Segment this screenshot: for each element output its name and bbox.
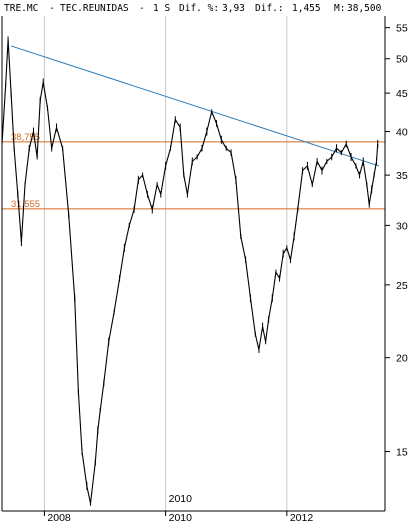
- y-tick-label: 15: [396, 447, 408, 459]
- y-tick-label: 25: [396, 280, 408, 292]
- trendline-layer: [10, 45, 380, 167]
- header-name: TEC.REUNIDAS: [60, 3, 129, 14]
- chart-header: TRE.MC - TEC.REUNIDAS - 1 S Dif. %: 3,93…: [4, 3, 382, 14]
- horizontal-levels: 38,755 31,555: [2, 132, 385, 210]
- price-series: [1, 36, 379, 506]
- y-tick-label: 35: [396, 170, 408, 182]
- y-tick-label: 40: [396, 127, 408, 139]
- header-separator: -: [139, 3, 145, 14]
- y-tick-label: 50: [396, 54, 408, 66]
- header-dif-value: 1,455: [292, 3, 321, 14]
- header-m-value: 38,500: [347, 3, 382, 14]
- level-label: 31,555: [11, 199, 40, 210]
- header-dif-pct-label: Dif. %:: [179, 3, 219, 14]
- price-line: [1, 39, 379, 504]
- y-tick-label: 30: [396, 220, 408, 232]
- x-tick-label: 2008: [47, 512, 71, 524]
- header-m-label: M:: [334, 3, 345, 14]
- trendline: [10, 45, 380, 167]
- y-axis: 15 20 25 30 35 40 45 50 55: [385, 23, 408, 459]
- y-tick-label: 45: [396, 88, 408, 100]
- header-period: 1 S: [153, 3, 170, 14]
- header-ticker: TRE.MC: [4, 3, 38, 14]
- level-label: 38,755: [11, 132, 40, 143]
- x-tick-label: 2012: [290, 512, 314, 524]
- y-tick-label: 20: [396, 353, 408, 365]
- header-dif-label: Dif.:: [255, 3, 284, 14]
- header-separator: -: [49, 3, 55, 14]
- x-tick-label: 2010: [169, 512, 193, 524]
- header-dif-pct-value: 3,93: [222, 3, 245, 14]
- grid: [43, 16, 288, 511]
- y-tick-label: 55: [396, 23, 408, 35]
- x-axis: 2008 2010 2012 2010: [43, 493, 314, 524]
- x-top-marker-label: 2010: [169, 493, 193, 505]
- plot-frame: [1, 16, 386, 512]
